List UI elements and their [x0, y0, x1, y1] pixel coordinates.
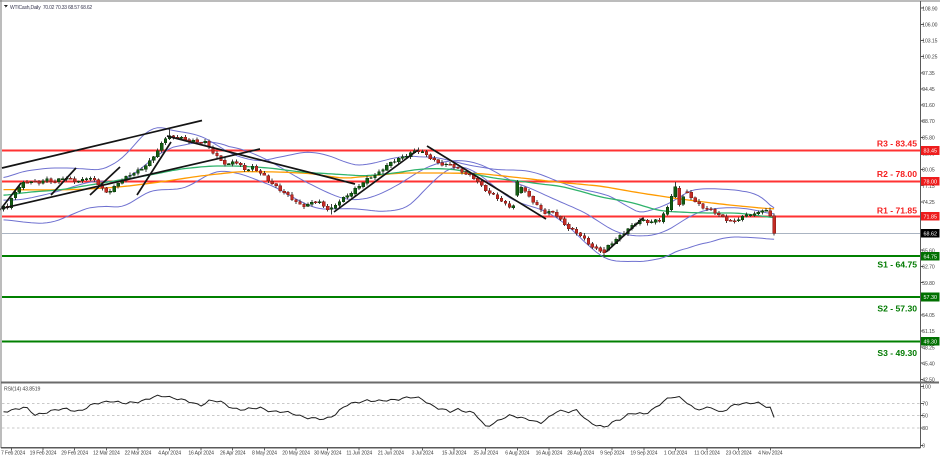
svg-text:108.90: 108.90 — [922, 6, 937, 12]
svg-text:19 Sep 2024: 19 Sep 2024 — [630, 451, 657, 457]
svg-text:97.35: 97.35 — [922, 71, 935, 77]
svg-text:6 Aug 2024: 6 Aug 2024 — [505, 451, 529, 457]
svg-text:68.62: 68.62 — [924, 232, 938, 238]
svg-text:62.70: 62.70 — [922, 265, 935, 271]
svg-text:42.50: 42.50 — [922, 378, 935, 384]
svg-text:15 Jul 2024: 15 Jul 2024 — [442, 451, 467, 457]
svg-text:4 Nov 2024: 4 Nov 2024 — [758, 451, 783, 457]
svg-text:S2 - 57.30: S2 - 57.30 — [877, 303, 917, 313]
svg-text:23 Oct 2024: 23 Oct 2024 — [726, 451, 752, 457]
svg-text:7 Feb 2024: 7 Feb 2024 — [1, 451, 25, 457]
svg-text:30 May 2024: 30 May 2024 — [314, 451, 342, 457]
svg-text:45.40: 45.40 — [922, 361, 935, 367]
svg-text:65.60: 65.60 — [922, 248, 935, 254]
svg-text:9 Sep 2024: 9 Sep 2024 — [600, 451, 625, 457]
svg-text:12 Mar 2024: 12 Mar 2024 — [93, 451, 120, 457]
svg-text:11 Jun 2024: 11 Jun 2024 — [346, 451, 372, 457]
svg-text:94.45: 94.45 — [922, 87, 935, 93]
svg-text:20 May 2024: 20 May 2024 — [282, 451, 310, 457]
svg-text:71.85: 71.85 — [924, 215, 938, 221]
svg-text:26 Apr 2024: 26 Apr 2024 — [220, 451, 246, 457]
svg-text:78.00: 78.00 — [924, 180, 938, 186]
svg-text:54.05: 54.05 — [922, 313, 935, 319]
svg-text:WTICash,Daily 70.02 70.33 68.: WTICash,Daily 70.02 70.33 68.57 68.62 — [10, 5, 92, 11]
svg-text:1 Oct 2024: 1 Oct 2024 — [664, 451, 687, 457]
svg-text:91.60: 91.60 — [922, 103, 935, 109]
svg-text:77.15: 77.15 — [922, 184, 935, 190]
svg-text:59.80: 59.80 — [922, 281, 935, 287]
svg-text:29 Feb 2024: 29 Feb 2024 — [61, 451, 88, 457]
svg-text:50: 50 — [922, 414, 928, 420]
svg-text:4 Apr 2024: 4 Apr 2024 — [158, 451, 181, 457]
svg-text:19 Feb 2024: 19 Feb 2024 — [30, 451, 57, 457]
svg-text:51.15: 51.15 — [922, 329, 935, 335]
svg-text:22 Mar 2024: 22 Mar 2024 — [125, 451, 152, 457]
svg-text:11 Oct 2024: 11 Oct 2024 — [694, 451, 720, 457]
svg-text:100.25: 100.25 — [922, 55, 937, 61]
svg-text:106.00: 106.00 — [922, 23, 937, 29]
svg-text:28 Aug 2024: 28 Aug 2024 — [567, 451, 594, 457]
svg-text:21 Jun 2024: 21 Jun 2024 — [378, 451, 404, 457]
svg-text:R3 - 83.45: R3 - 83.45 — [877, 139, 917, 149]
svg-text:8 May 2024: 8 May 2024 — [252, 451, 277, 457]
svg-text:16 Apr 2024: 16 Apr 2024 — [188, 451, 214, 457]
svg-text:25 Jul 2024: 25 Jul 2024 — [474, 451, 499, 457]
svg-text:64.75: 64.75 — [924, 254, 938, 260]
svg-text:R2 - 78.00: R2 - 78.00 — [877, 169, 917, 179]
svg-text:R1 - 71.85: R1 - 71.85 — [877, 205, 917, 215]
svg-text:103.15: 103.15 — [922, 38, 937, 44]
svg-text:RSI(14) 43.8519: RSI(14) 43.8519 — [4, 387, 41, 393]
svg-text:74.25: 74.25 — [922, 200, 935, 206]
svg-text:85.80: 85.80 — [922, 135, 935, 141]
svg-text:S1 - 64.75: S1 - 64.75 — [877, 260, 917, 270]
svg-text:80.05: 80.05 — [922, 168, 935, 174]
svg-text:0: 0 — [922, 443, 925, 449]
svg-text:30: 30 — [922, 426, 928, 432]
svg-text:70: 70 — [922, 402, 928, 408]
svg-text:100: 100 — [922, 385, 931, 391]
svg-text:48.25: 48.25 — [922, 345, 935, 351]
svg-text:S3 - 49.30: S3 - 49.30 — [877, 348, 917, 358]
svg-text:49.30: 49.30 — [924, 340, 938, 346]
svg-text:16 Aug 2024: 16 Aug 2024 — [536, 451, 563, 457]
svg-text:83.45: 83.45 — [924, 149, 938, 155]
svg-text:57.30: 57.30 — [924, 295, 938, 301]
svg-text:88.70: 88.70 — [922, 119, 935, 125]
svg-text:3 Jul 2024: 3 Jul 2024 — [412, 451, 434, 457]
